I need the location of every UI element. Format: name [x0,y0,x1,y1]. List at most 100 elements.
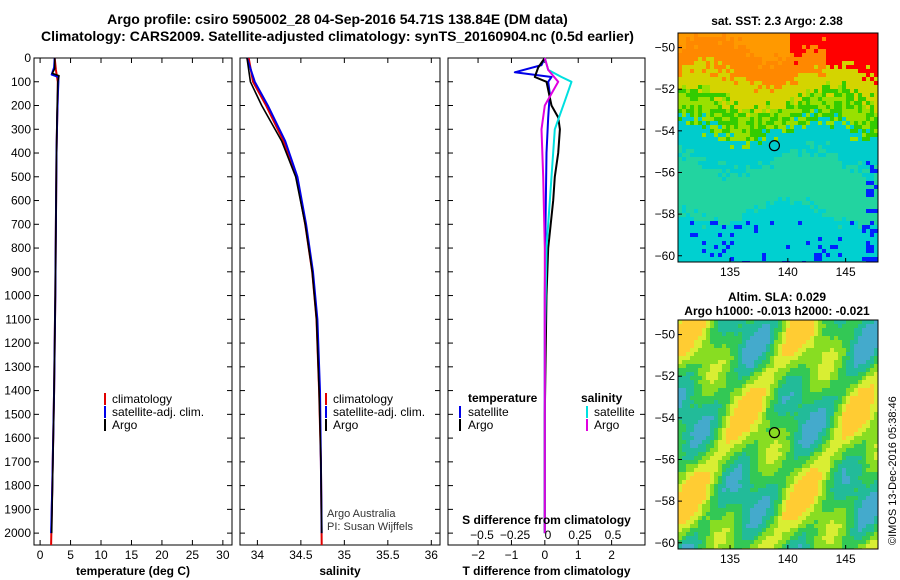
annotation-line1: Argo Australia [327,508,396,520]
y-tick-label: 1200 [4,336,31,350]
map-y-tick-label: −56 [655,452,676,466]
y-tick-label: 1800 [4,479,31,493]
x-axis-label: T difference from climatology [462,564,630,578]
y-tick-label: 0 [24,51,31,65]
x-tick-label: 35 [338,548,352,562]
legend-label: Argo [594,418,620,432]
argo-position-marker [768,427,781,439]
y-tick-label: 500 [11,170,31,184]
climatology-title: Climatology: CARS2009. Satellite-adjuste… [41,28,634,44]
y-tick-label: 1000 [4,289,31,303]
map-y-tick-label: −52 [655,369,676,383]
legend-label: climatology [112,392,172,406]
y-tick-label: 900 [11,265,31,279]
legend-label: satellite [468,405,509,419]
y-tick-label: 100 [11,75,31,89]
y-tick-label: 600 [11,194,31,208]
map-y-tick-label: −60 [655,536,676,550]
top-tick-label: −0.5 [470,528,494,542]
map-y-tick-label: −54 [655,124,676,138]
x-axis-label: temperature (deg C) [76,564,190,578]
top-tick-label: 0 [545,528,552,542]
y-tick-label: 200 [11,99,31,113]
plot-frame [239,57,441,546]
legend-sal-title: salinity [581,391,623,405]
map-y-tick-label: −58 [655,494,676,508]
sst-map-panel: 135 140 145 −50 −52 −54 −56 −58 −60 [655,32,879,279]
series-line-argo [50,58,60,534]
map-y-tick-label: −52 [655,82,676,96]
x-tick-label: 5 [67,548,74,562]
y-tick-label: 1300 [4,360,31,374]
map-y-tick-label: −60 [655,249,676,263]
sst-raster [678,33,878,262]
y-tick-label: 1900 [4,502,31,516]
sla-panel-subtitle: Argo h1000: -0.013 h2000: -0.021 [684,304,870,318]
x-tick-label: 15 [125,548,139,562]
x-tick-label: 34 [251,548,265,562]
legend-label: satellite-adj. clim. [333,405,425,419]
salinity-panel: 34 34.5 35 35.5 36 salinity climatologysatelli… [239,57,441,578]
map-x-tick-label: 145 [836,552,856,566]
sla-raster [678,320,878,549]
x-tick-label: 36 [425,548,439,562]
top-tick-label: 0.5 [605,528,622,542]
argo-position-marker [768,140,781,152]
x-tick-label: 2 [608,548,615,562]
y-tick-label: 700 [11,217,31,231]
y-tick-label: 1700 [4,455,31,469]
profile-title: Argo profile: csiro 5905002_28 04-Sep-20… [107,11,568,27]
map-x-tick-label: 145 [836,265,856,279]
x-tick-label: 35.5 [376,548,400,562]
y-tick-label: 1500 [4,407,31,421]
top-tick-label: 0.25 [568,528,592,542]
map-y-tick-label: −50 [655,41,676,55]
plot-frame [447,57,646,546]
top-axis-label: S difference from climatology [462,513,631,527]
map-frame [677,319,879,550]
legend-label: satellite [594,405,635,419]
plot-frame [33,57,233,546]
map-frame [677,32,879,263]
sla-map-panel: 135 140 145 −50 −52 −54 −56 −58 −60 [655,319,879,566]
sla-panel-title: Altim. SLA: 0.029 [727,290,827,304]
x-tick-label: 25 [186,548,200,562]
series-line-salinity-argo [540,57,560,534]
x-tick-label: 0 [37,548,44,562]
y-tick-label: 1600 [4,431,31,445]
map-y-tick-label: −58 [655,207,676,221]
series-line-argo [246,57,323,534]
legend-label: climatology [333,392,393,406]
legend-label: Argo [112,418,138,432]
map-y-tick-label: −56 [655,165,676,179]
legend-label: Argo [333,418,359,432]
x-tick-label: 10 [94,548,108,562]
x-tick-label: −1 [505,548,519,562]
x-tick-label: 1 [575,548,582,562]
map-y-tick-label: −54 [655,411,676,425]
x-tick-label: 30 [216,548,230,562]
map-x-tick-label: 140 [778,265,798,279]
y-tick-label: 400 [11,146,31,160]
series-line-satellite-adj-clim- [246,57,323,534]
sst-panel-title: sat. SST: 2.3 Argo: 2.38 [711,14,843,28]
map-x-tick-label: 135 [720,552,740,566]
y-tick-label: 1400 [4,384,31,398]
difference-panel: −2 −1 0 1 2 T difference from climatology temp… [447,57,646,578]
legend-label: satellite-adj. clim. [112,405,204,419]
annotation-line2: PI: Susan Wijffels [327,521,413,533]
series-line-salinity-satellite [543,57,573,534]
y-tick-label: 1100 [5,312,31,326]
x-tick-label: 0 [541,548,548,562]
top-tick-label: −0.25 [500,528,531,542]
legend-temp-title: temperature [468,391,538,405]
map-x-tick-label: 140 [778,552,798,566]
x-tick-label: 34.5 [289,548,313,562]
y-tick-label: 2000 [4,526,31,540]
x-axis-label: salinity [319,564,361,578]
y-tick-label: 300 [11,122,31,136]
map-x-tick-label: 135 [720,265,740,279]
map-y-tick-label: −50 [655,328,676,342]
legend-label: Argo [468,418,494,432]
